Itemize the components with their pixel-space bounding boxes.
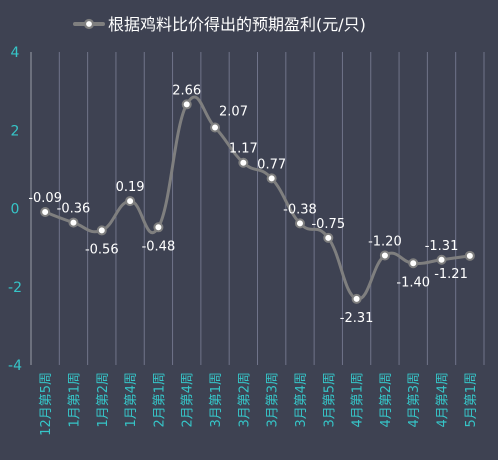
x-tick-label: 3月第5周	[322, 372, 337, 428]
x-tick-label: 3月第2周	[237, 372, 252, 428]
data-label: -0.48	[142, 239, 176, 254]
data-point-marker	[408, 258, 419, 269]
data-point-marker	[181, 99, 192, 110]
data-point-marker	[96, 225, 107, 236]
x-tick-label: 3月第1周	[209, 372, 224, 428]
y-tick-label: -2	[8, 280, 22, 296]
data-point-marker	[238, 157, 249, 168]
data-point-marker	[351, 293, 362, 304]
data-label: 0.19	[116, 180, 145, 195]
axes: -4 -2 0 2 4 12月第5周 1月第1周 1月第2周 1月第4周 2月第1周 2月第4周 3月…	[8, 45, 479, 436]
y-tick-label: 4	[11, 45, 20, 61]
y-tick-label: 2	[11, 123, 20, 139]
legend-marker	[83, 18, 95, 30]
data-point-marker	[40, 207, 51, 218]
data-point-marker	[266, 173, 277, 184]
y-tick-label: -4	[8, 358, 22, 374]
data-point-marker	[436, 254, 447, 265]
data-point-marker	[68, 217, 79, 228]
data-point-marker	[294, 218, 305, 229]
x-tick-label: 4月第1周	[351, 372, 366, 428]
x-tick-label: 3月第3周	[266, 372, 281, 428]
data-point-marker	[153, 222, 164, 233]
x-tick-label: 1月第4周	[124, 372, 139, 428]
gridlines	[30, 52, 485, 365]
data-point-marker	[210, 122, 221, 133]
data-label: -0.38	[283, 202, 317, 217]
data-point-marker	[323, 232, 334, 243]
series-layer	[40, 95, 475, 304]
x-tick-label: 1月第2周	[96, 372, 111, 428]
series-line	[44, 95, 471, 301]
data-label: -0.09	[28, 191, 62, 206]
data-point-marker	[379, 250, 390, 261]
data-point-marker	[125, 196, 136, 207]
data-label: 0.77	[257, 157, 286, 172]
x-tick-label: 4月第2周	[379, 372, 394, 428]
data-label: 2.66	[172, 83, 201, 98]
x-tick-label: 3月第4周	[294, 372, 309, 428]
data-label: -1.20	[368, 234, 402, 249]
legend-label: 根据鸡料比价得出的预期盈利(元/只)	[108, 15, 366, 34]
x-tick-label: 2月第1周	[152, 372, 167, 428]
data-label: -0.36	[57, 202, 91, 217]
x-tick-label: 4月第3周	[407, 372, 422, 428]
x-tick-label: 1月第1周	[67, 372, 82, 428]
data-label: -1.21	[434, 267, 468, 282]
x-tick-label: 2月第4周	[181, 372, 196, 428]
data-label: -1.31	[425, 239, 459, 254]
data-label: -2.31	[340, 311, 374, 326]
data-label: 2.07	[219, 105, 248, 120]
x-tick-label: 12月第5周	[39, 372, 54, 436]
data-point-marker	[464, 250, 475, 261]
x-tick-label: 5月第1周	[464, 372, 479, 428]
data-label: -0.75	[311, 217, 345, 232]
legend: 根据鸡料比价得出的预期盈利(元/只)	[73, 15, 366, 34]
data-label: -0.56	[85, 242, 119, 257]
data-labels: -0.09-0.36 -0.56 0.19 -0.48 2.66 2.07 1.170.77…	[28, 83, 468, 325]
data-label: -1.40	[396, 275, 430, 290]
data-label: 1.17	[229, 142, 258, 157]
y-tick-label: 0	[11, 202, 20, 218]
x-tick-label: 4月第4周	[436, 372, 451, 428]
